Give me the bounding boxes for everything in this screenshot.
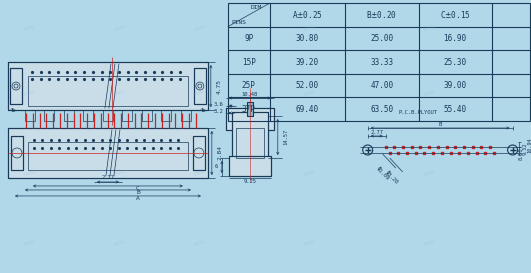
Text: A$\pm$0.25: A$\pm$0.25 <box>292 9 323 20</box>
Text: 69.40: 69.40 <box>296 105 319 114</box>
Text: 4b: 4b <box>10 108 16 112</box>
Bar <box>8 62 208 110</box>
Text: www.: www. <box>193 169 207 177</box>
Bar <box>10 68 22 104</box>
Text: www.: www. <box>423 239 436 247</box>
Text: 3.6: 3.6 <box>214 102 224 106</box>
Text: 2.77: 2.77 <box>370 129 383 135</box>
Text: 63.50: 63.50 <box>370 105 393 114</box>
Bar <box>45 110 55 121</box>
Bar <box>28 142 188 170</box>
Text: 4b: 4b <box>200 108 206 112</box>
Text: 33.33: 33.33 <box>370 58 393 67</box>
Bar <box>11 136 23 170</box>
Text: 9P: 9P <box>244 34 253 43</box>
Bar <box>64 110 74 121</box>
Text: 39.20: 39.20 <box>296 58 319 67</box>
Text: www.: www. <box>113 239 127 247</box>
Bar <box>194 68 206 104</box>
Bar <box>193 136 205 170</box>
Text: www.: www. <box>303 24 316 32</box>
Text: www.: www. <box>423 169 436 177</box>
Text: www.: www. <box>423 89 436 97</box>
Bar <box>247 102 253 116</box>
Bar <box>232 112 268 158</box>
Text: 9.52: 9.52 <box>523 143 528 155</box>
Bar <box>142 110 152 121</box>
Text: 55.40: 55.40 <box>443 105 467 114</box>
Bar <box>181 110 191 121</box>
Bar <box>247 102 253 116</box>
Bar <box>8 128 208 178</box>
Text: 25.00: 25.00 <box>370 34 393 43</box>
Bar <box>103 110 113 121</box>
Text: 52.00: 52.00 <box>296 81 319 90</box>
Text: 2.84: 2.84 <box>217 146 222 161</box>
Bar <box>236 128 264 158</box>
Text: 2.77: 2.77 <box>101 176 114 180</box>
Text: www.: www. <box>303 89 316 97</box>
Text: 47.00: 47.00 <box>370 81 393 90</box>
Text: Φ1.09: Φ1.09 <box>375 167 390 182</box>
Bar <box>229 156 271 176</box>
Text: www.: www. <box>113 169 127 177</box>
Text: 39.00: 39.00 <box>443 81 467 90</box>
Text: www.: www. <box>303 239 316 247</box>
Text: 10.94: 10.94 <box>527 137 531 153</box>
Bar <box>226 108 274 130</box>
Text: www.: www. <box>303 169 316 177</box>
Text: www.: www. <box>193 24 207 32</box>
Text: www.: www. <box>423 24 436 32</box>
Text: 8.10: 8.10 <box>519 148 524 160</box>
Bar <box>123 110 132 121</box>
Bar <box>228 3 529 121</box>
Text: www.: www. <box>23 169 37 177</box>
Text: www.: www. <box>193 89 207 97</box>
Bar <box>226 108 274 130</box>
Bar <box>83 110 93 121</box>
Bar <box>28 76 188 106</box>
Text: www.: www. <box>23 89 37 97</box>
Bar <box>232 112 268 158</box>
Text: www.: www. <box>113 89 127 97</box>
Text: 25P: 25P <box>242 81 256 90</box>
Text: B: B <box>136 191 140 195</box>
Text: 30.80: 30.80 <box>296 34 319 43</box>
Text: 15P: 15P <box>242 58 256 67</box>
Text: 14.57: 14.57 <box>283 129 288 145</box>
Bar <box>11 136 23 170</box>
Text: C: C <box>136 186 140 191</box>
Bar <box>161 110 172 121</box>
Text: www.: www. <box>23 239 37 247</box>
Text: P.C.B.PLYOUT: P.C.B.PLYOUT <box>398 109 437 114</box>
Text: 10.48: 10.48 <box>242 91 258 97</box>
Text: B: B <box>439 121 442 126</box>
Bar <box>193 136 205 170</box>
Bar <box>8 128 208 178</box>
Bar <box>229 156 271 176</box>
Text: www.: www. <box>23 24 37 32</box>
Bar <box>10 68 22 104</box>
Text: B$\pm$0.20: B$\pm$0.20 <box>366 9 397 20</box>
Text: 25.30: 25.30 <box>443 58 467 67</box>
Bar <box>25 110 35 121</box>
Text: C$\pm$0.15: C$\pm$0.15 <box>440 9 470 20</box>
Text: 37P: 37P <box>242 105 256 114</box>
Bar <box>194 68 206 104</box>
Text: www.: www. <box>113 24 127 32</box>
Text: 9.25: 9.25 <box>243 179 256 185</box>
Text: DIM: DIM <box>251 5 262 10</box>
Text: 16.90: 16.90 <box>443 34 467 43</box>
Text: 4.75: 4.75 <box>216 79 221 94</box>
Text: A: A <box>136 197 140 201</box>
Text: www.: www. <box>193 239 207 247</box>
Text: 3.2: 3.2 <box>214 109 224 114</box>
Text: Φ3.20: Φ3.20 <box>384 170 399 185</box>
Text: 6: 6 <box>214 164 218 170</box>
Text: PINS: PINS <box>232 20 247 25</box>
Bar <box>8 62 208 110</box>
